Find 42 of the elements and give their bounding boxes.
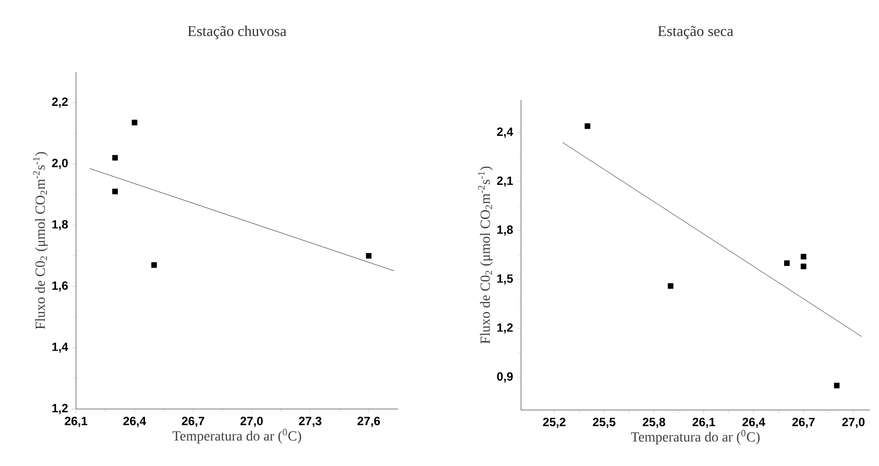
x-tick-label: 27,6	[358, 416, 380, 427]
point	[668, 283, 674, 289]
point	[132, 120, 138, 126]
point	[366, 253, 372, 259]
x-tick-label: 26,4	[742, 418, 766, 428]
y-tick-label: 1,2	[497, 323, 513, 334]
x-axis-title: Temperatura do ar ($^{0}$C)	[172, 428, 302, 444]
y-tick-label: 0,9	[497, 372, 513, 382]
x-tick-label: 25,8	[642, 418, 666, 428]
chart-title: Estação chuvosa	[188, 26, 286, 40]
y-tick-label: 1,5	[497, 274, 513, 285]
point	[800, 254, 806, 260]
y-tick-label: 2,4	[497, 128, 514, 138]
y-tick-label: 1,6	[52, 281, 68, 292]
y-tick-label: 1,4	[52, 342, 68, 353]
point	[112, 188, 118, 194]
x-tick-label: 27,3	[298, 416, 322, 427]
x-tick-label: 26,1	[64, 416, 88, 427]
point	[112, 154, 118, 161]
x-tick-label: 26,7	[182, 416, 204, 427]
y-tick-label: 1,8	[52, 220, 68, 230]
y-tick-label: 1,8	[497, 225, 513, 236]
y-tick-label: 2,0	[52, 158, 68, 169]
x-tick-label: 25,5	[592, 418, 616, 428]
x-axis-title: Temperatura do ar ($^{0}$C)	[631, 430, 760, 444]
x-tick-label: 26,4	[123, 416, 146, 427]
y-tick-label: 2,1	[497, 176, 513, 187]
x-tick-label: 25,2	[543, 418, 566, 428]
chart-title: Estação seca	[658, 26, 734, 40]
x-tick-label: 27,0	[842, 418, 865, 428]
point	[151, 262, 157, 268]
point	[834, 382, 840, 388]
x-tick-label: 26,7	[792, 418, 815, 428]
point	[784, 260, 790, 266]
x-tick-label: 27,0	[240, 416, 263, 427]
point	[584, 123, 590, 129]
y-tick-label: 2,2	[52, 98, 68, 108]
y-tick-label: 1,2	[52, 404, 68, 414]
text: Fluxo de C0$_{2}$ (μmol CO$_{2}$m$^{-2}$s$^{-1}$)	[478, 166, 493, 344]
x-tick-label: 26,1	[692, 418, 716, 428]
point	[800, 264, 806, 270]
text: Fluxo de C0$_{2}$ (μmol CO$_{2}$m$^{-2}$s$^{-1}$)	[33, 152, 48, 330]
